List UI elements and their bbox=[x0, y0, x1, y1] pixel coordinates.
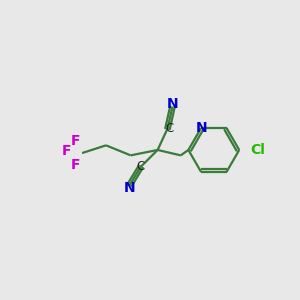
Text: F: F bbox=[71, 134, 81, 148]
Text: N: N bbox=[124, 182, 136, 196]
Text: Cl: Cl bbox=[250, 143, 265, 157]
Text: C: C bbox=[165, 122, 173, 135]
Text: F: F bbox=[62, 144, 71, 158]
Text: C: C bbox=[136, 160, 145, 173]
Text: N: N bbox=[195, 121, 207, 135]
Text: N: N bbox=[167, 97, 178, 111]
Text: F: F bbox=[71, 158, 81, 172]
